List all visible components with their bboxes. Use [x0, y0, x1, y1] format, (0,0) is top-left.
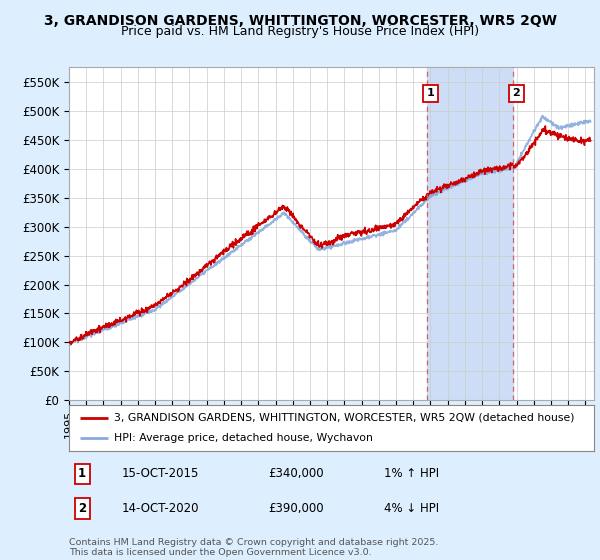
Text: 4% ↓ HPI: 4% ↓ HPI — [384, 502, 439, 515]
Text: £340,000: £340,000 — [269, 467, 324, 480]
Text: 2: 2 — [512, 88, 520, 98]
Text: HPI: Average price, detached house, Wychavon: HPI: Average price, detached house, Wych… — [113, 433, 373, 443]
Text: £390,000: £390,000 — [269, 502, 324, 515]
Text: 15-OCT-2015: 15-OCT-2015 — [121, 467, 199, 480]
Text: 1% ↑ HPI: 1% ↑ HPI — [384, 467, 439, 480]
Text: 3, GRANDISON GARDENS, WHITTINGTON, WORCESTER, WR5 2QW (detached house): 3, GRANDISON GARDENS, WHITTINGTON, WORCE… — [113, 413, 574, 423]
Text: 1: 1 — [427, 88, 434, 98]
Text: 1: 1 — [78, 467, 86, 480]
Bar — [427, 67, 513, 400]
Text: Price paid vs. HM Land Registry's House Price Index (HPI): Price paid vs. HM Land Registry's House … — [121, 25, 479, 38]
Text: 2: 2 — [78, 502, 86, 515]
Text: 14-OCT-2020: 14-OCT-2020 — [121, 502, 199, 515]
Text: 3, GRANDISON GARDENS, WHITTINGTON, WORCESTER, WR5 2QW: 3, GRANDISON GARDENS, WHITTINGTON, WORCE… — [44, 14, 557, 28]
Text: Contains HM Land Registry data © Crown copyright and database right 2025.
This d: Contains HM Land Registry data © Crown c… — [69, 538, 439, 557]
